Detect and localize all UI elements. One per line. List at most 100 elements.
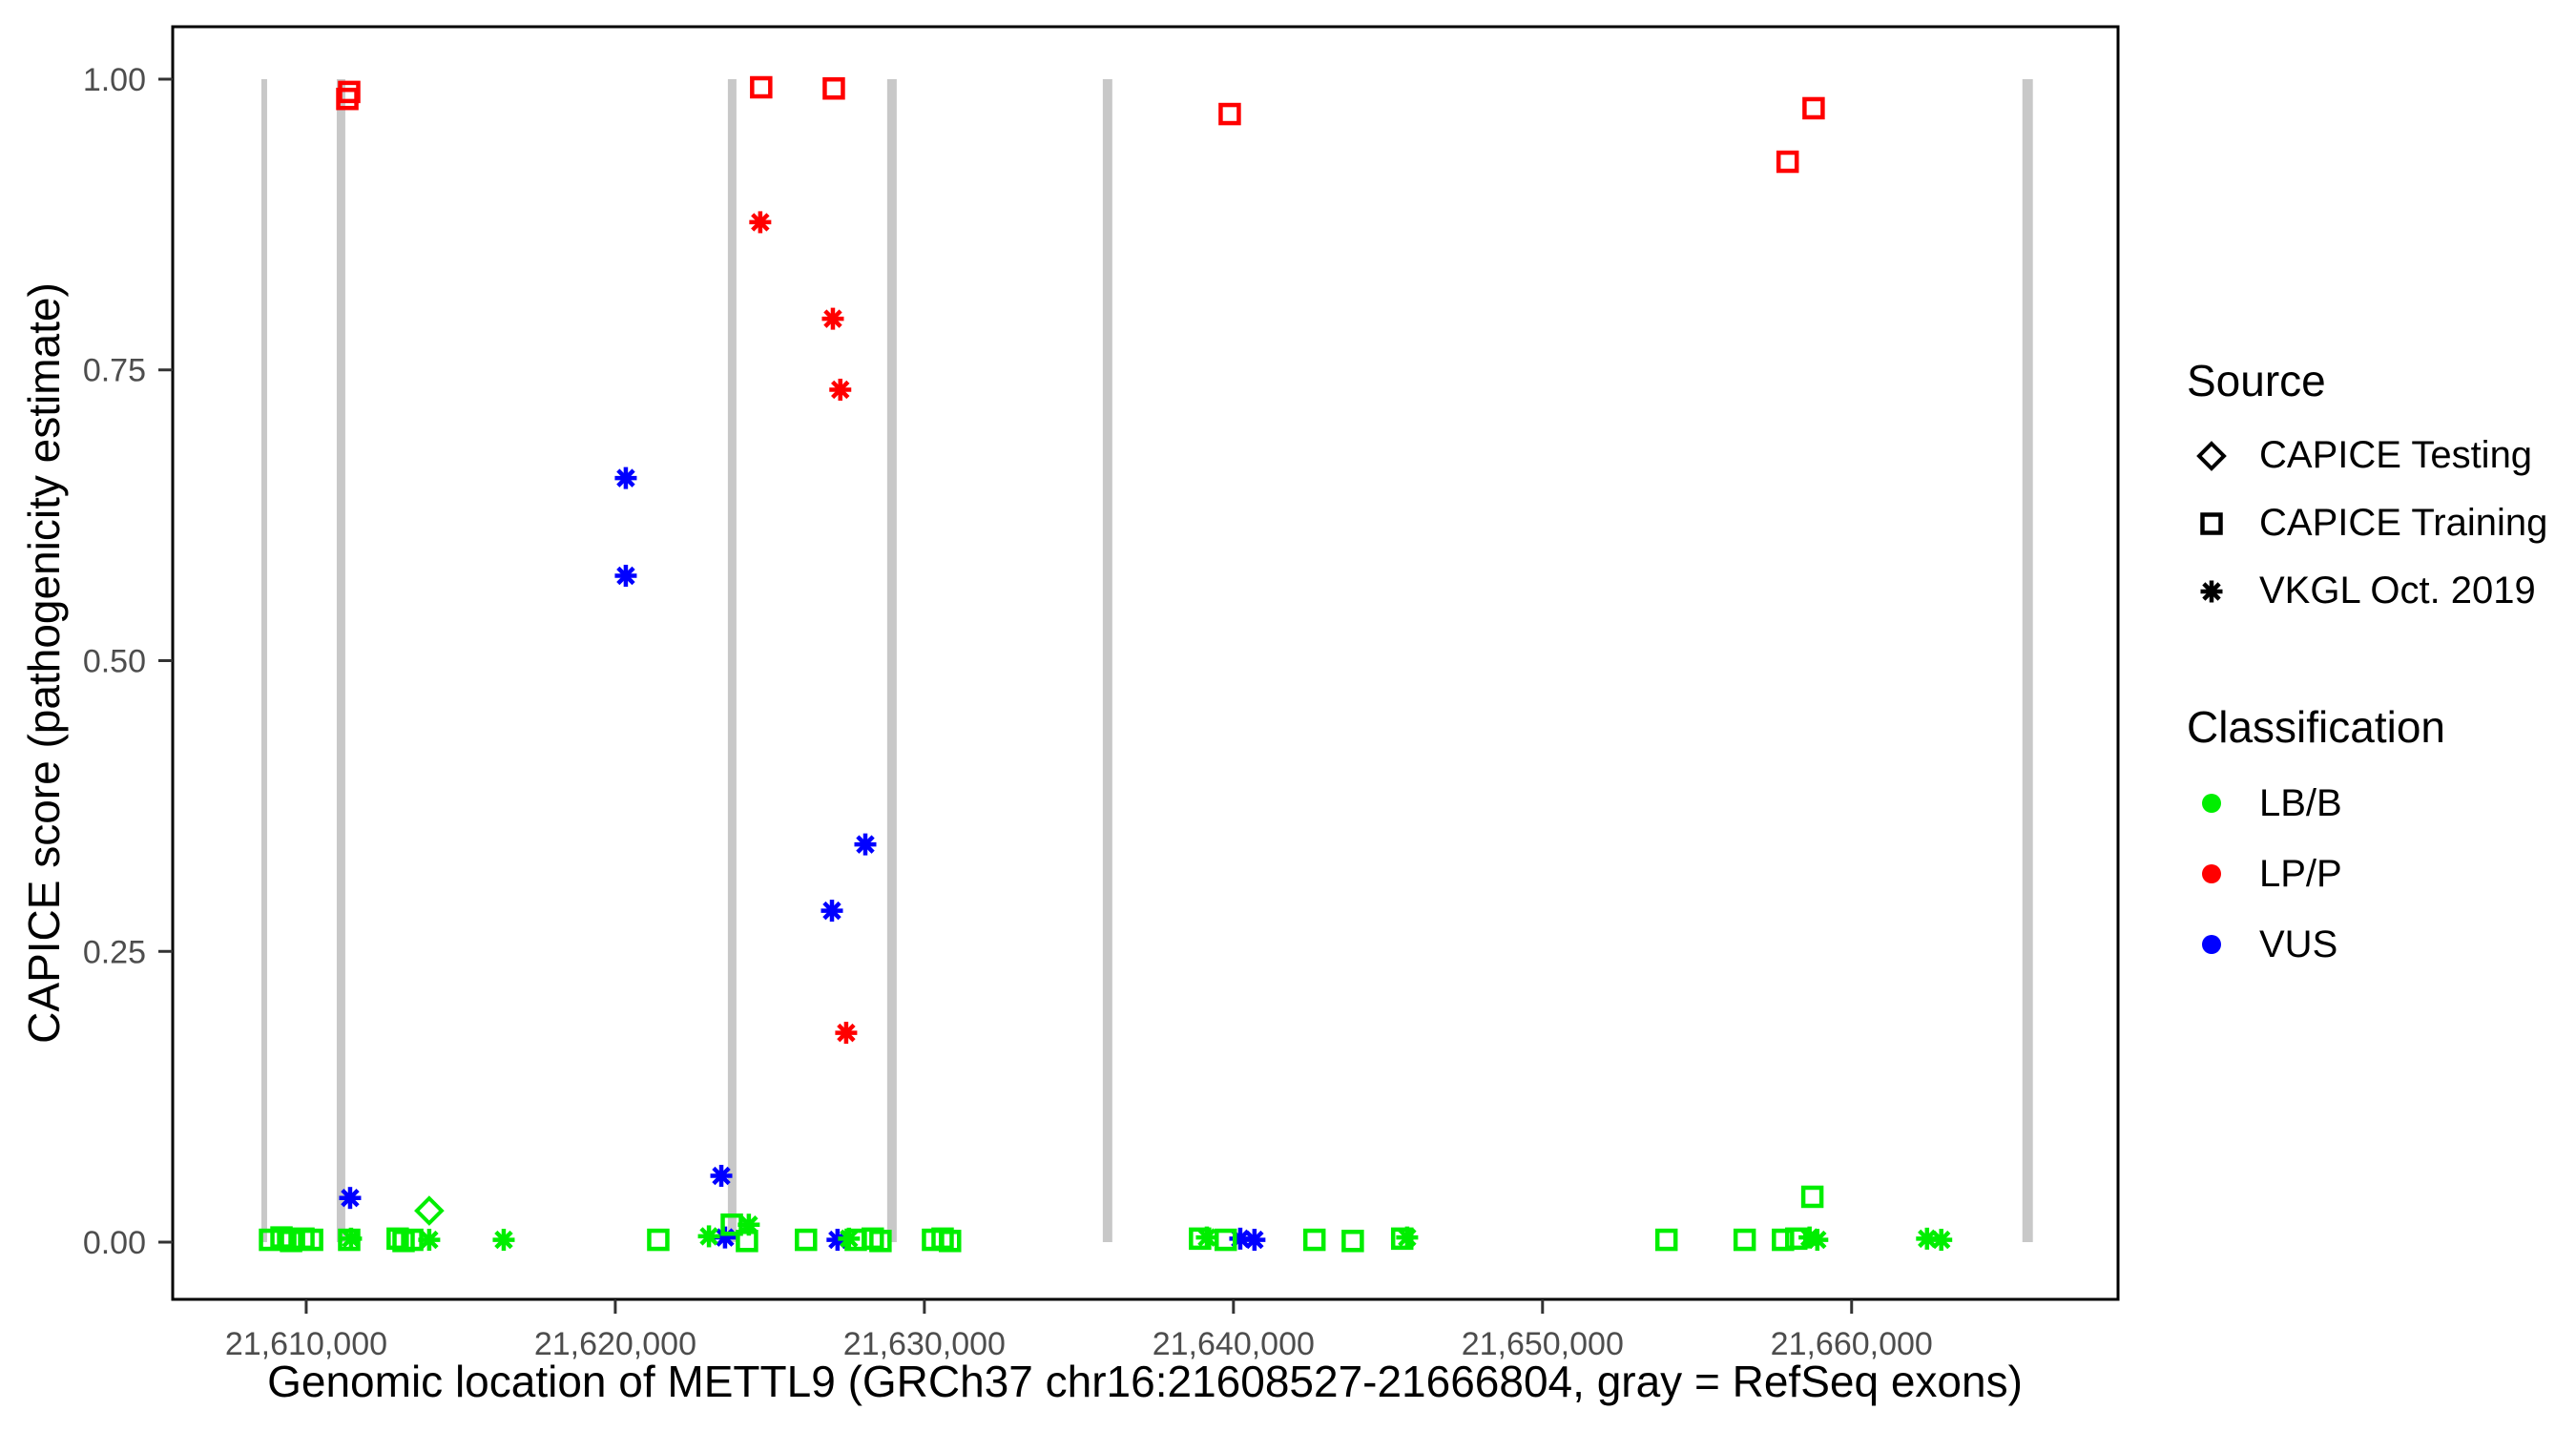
data-point-asterisk (2200, 580, 2223, 602)
data-point-asterisk (710, 1165, 733, 1188)
legend-dot (2202, 794, 2221, 813)
data-point-diamond (414, 1195, 445, 1226)
asterisk-stroke (1398, 1228, 1417, 1247)
data-point-square (1772, 1228, 1795, 1252)
legend-item-label: LB/B (2259, 781, 2342, 824)
data-point-asterisk (614, 467, 637, 489)
data-point-asterisk (1806, 1229, 1829, 1252)
asterisk-stroke (840, 1229, 859, 1249)
data-point-asterisk (1930, 1229, 1953, 1252)
data-point-asterisk (829, 378, 852, 401)
data-point-asterisk (737, 1213, 760, 1236)
y-tick-label: 0.00 (83, 1225, 146, 1261)
asterisk-stroke (1931, 1230, 1951, 1250)
exon-bar (886, 78, 897, 1243)
data-point-square (939, 1230, 962, 1253)
data-point-diamond (2196, 440, 2227, 471)
asterisk-stroke (739, 1215, 758, 1234)
asterisk-stroke (823, 309, 842, 328)
data-point-asterisk (838, 1227, 861, 1250)
x-tick-label: 21,640,000 (1153, 1326, 1315, 1362)
data-point-square (822, 76, 845, 100)
data-point-square (301, 1228, 323, 1252)
data-point-square (1654, 1228, 1678, 1252)
data-point-square (259, 1228, 281, 1252)
legend-item-label: LP/P (2259, 852, 2342, 895)
asterisk-stroke (831, 380, 850, 400)
legend-source-items: CAPICE Testing CAPICE Training VKGL Oct. 2… (2187, 422, 2576, 625)
data-point-square (647, 1228, 670, 1252)
legend: Source CAPICE Testing CAPICE Training VKGL… (2187, 355, 2576, 980)
data-point-square (1341, 1230, 1364, 1253)
x-tick-label: 21,660,000 (1771, 1326, 1933, 1362)
data-point-square (386, 1227, 409, 1251)
data-point-square (750, 75, 773, 99)
asterisk-stroke (616, 566, 635, 586)
x-axis-title: Genomic location of METTL9 (GRCh37 chr16… (267, 1357, 2023, 1406)
data-point-square (1214, 1228, 1237, 1252)
data-point-asterisk (339, 1187, 362, 1210)
legend-item-lb-b: LB/B (2187, 768, 2576, 839)
legend-dot (2202, 935, 2221, 954)
exon-bar (336, 78, 345, 1243)
legend-item-label: CAPICE Training (2259, 502, 2548, 544)
y-tick-label: 0.50 (83, 644, 146, 680)
asterisk-stroke (1808, 1230, 1827, 1250)
asterisk-stroke (856, 835, 875, 854)
x-tick-label: 21,610,000 (225, 1326, 387, 1362)
data-point-asterisk (1243, 1229, 1266, 1252)
asterisk-stroke (1799, 1228, 1819, 1247)
data-point-square (1776, 150, 1799, 174)
y-tick-label: 0.25 (83, 934, 146, 970)
legend-source-title: Source (2187, 356, 2326, 405)
data-point-asterisk (418, 1229, 441, 1252)
data-point-asterisk (614, 565, 637, 588)
asterisk-icon (2200, 580, 2223, 602)
diamond-icon (2196, 440, 2227, 471)
square-icon (2200, 511, 2223, 535)
data-point-asterisk (821, 900, 843, 923)
legend-item-lp-p: LP/P (2187, 839, 2576, 909)
x-tick-label: 21,630,000 (843, 1326, 1006, 1362)
data-point-asterisk (340, 1227, 363, 1250)
legend-item-vus: VUS (2187, 909, 2576, 980)
data-point-asterisk (492, 1229, 515, 1252)
asterisk-stroke (420, 1230, 439, 1250)
y-tick-label: 0.75 (83, 353, 146, 389)
legend-gap (2187, 625, 2576, 701)
panel-border (171, 25, 2120, 1301)
asterisk-stroke (2202, 581, 2221, 601)
legend-classification-title: Classification (2187, 702, 2445, 752)
x-tick-label: 21,620,000 (534, 1326, 696, 1362)
legend-classification-items: LB/B LP/P VUS (2187, 768, 2576, 980)
legend-item-asterisk: VKGL Oct. 2019 (2187, 557, 2576, 625)
y-tick-label: 1.00 (83, 62, 146, 98)
data-point-square (2200, 511, 2223, 535)
y-axis-title: CAPICE score (pathogenicity estimate) (19, 282, 69, 1044)
legend-dot (2202, 864, 2221, 883)
data-point-square (280, 1230, 302, 1253)
asterisk-stroke (751, 213, 770, 232)
color-dot-icon (2202, 935, 2221, 954)
legend-item-label: CAPICE Testing (2259, 434, 2533, 476)
asterisk-stroke (341, 1188, 360, 1208)
data-point-square (1800, 1185, 1824, 1209)
data-point-asterisk (697, 1225, 720, 1248)
asterisk-stroke (712, 1166, 731, 1186)
asterisk-stroke (1245, 1230, 1264, 1250)
asterisk-stroke (1197, 1228, 1216, 1247)
color-dot-icon (2202, 794, 2221, 813)
color-dot-icon (2202, 864, 2221, 883)
legend-item-label: VUS (2259, 923, 2338, 965)
asterisk-stroke (837, 1023, 856, 1043)
exon-bar (2022, 78, 2033, 1243)
data-point-asterisk (1396, 1226, 1419, 1249)
exon-bar (1102, 78, 1112, 1243)
data-point-square (338, 80, 361, 104)
panel-background (173, 27, 2118, 1299)
legend-item-label: VKGL Oct. 2019 (2259, 570, 2536, 612)
exon-bar (260, 78, 267, 1243)
data-point-square (1218, 102, 1241, 126)
